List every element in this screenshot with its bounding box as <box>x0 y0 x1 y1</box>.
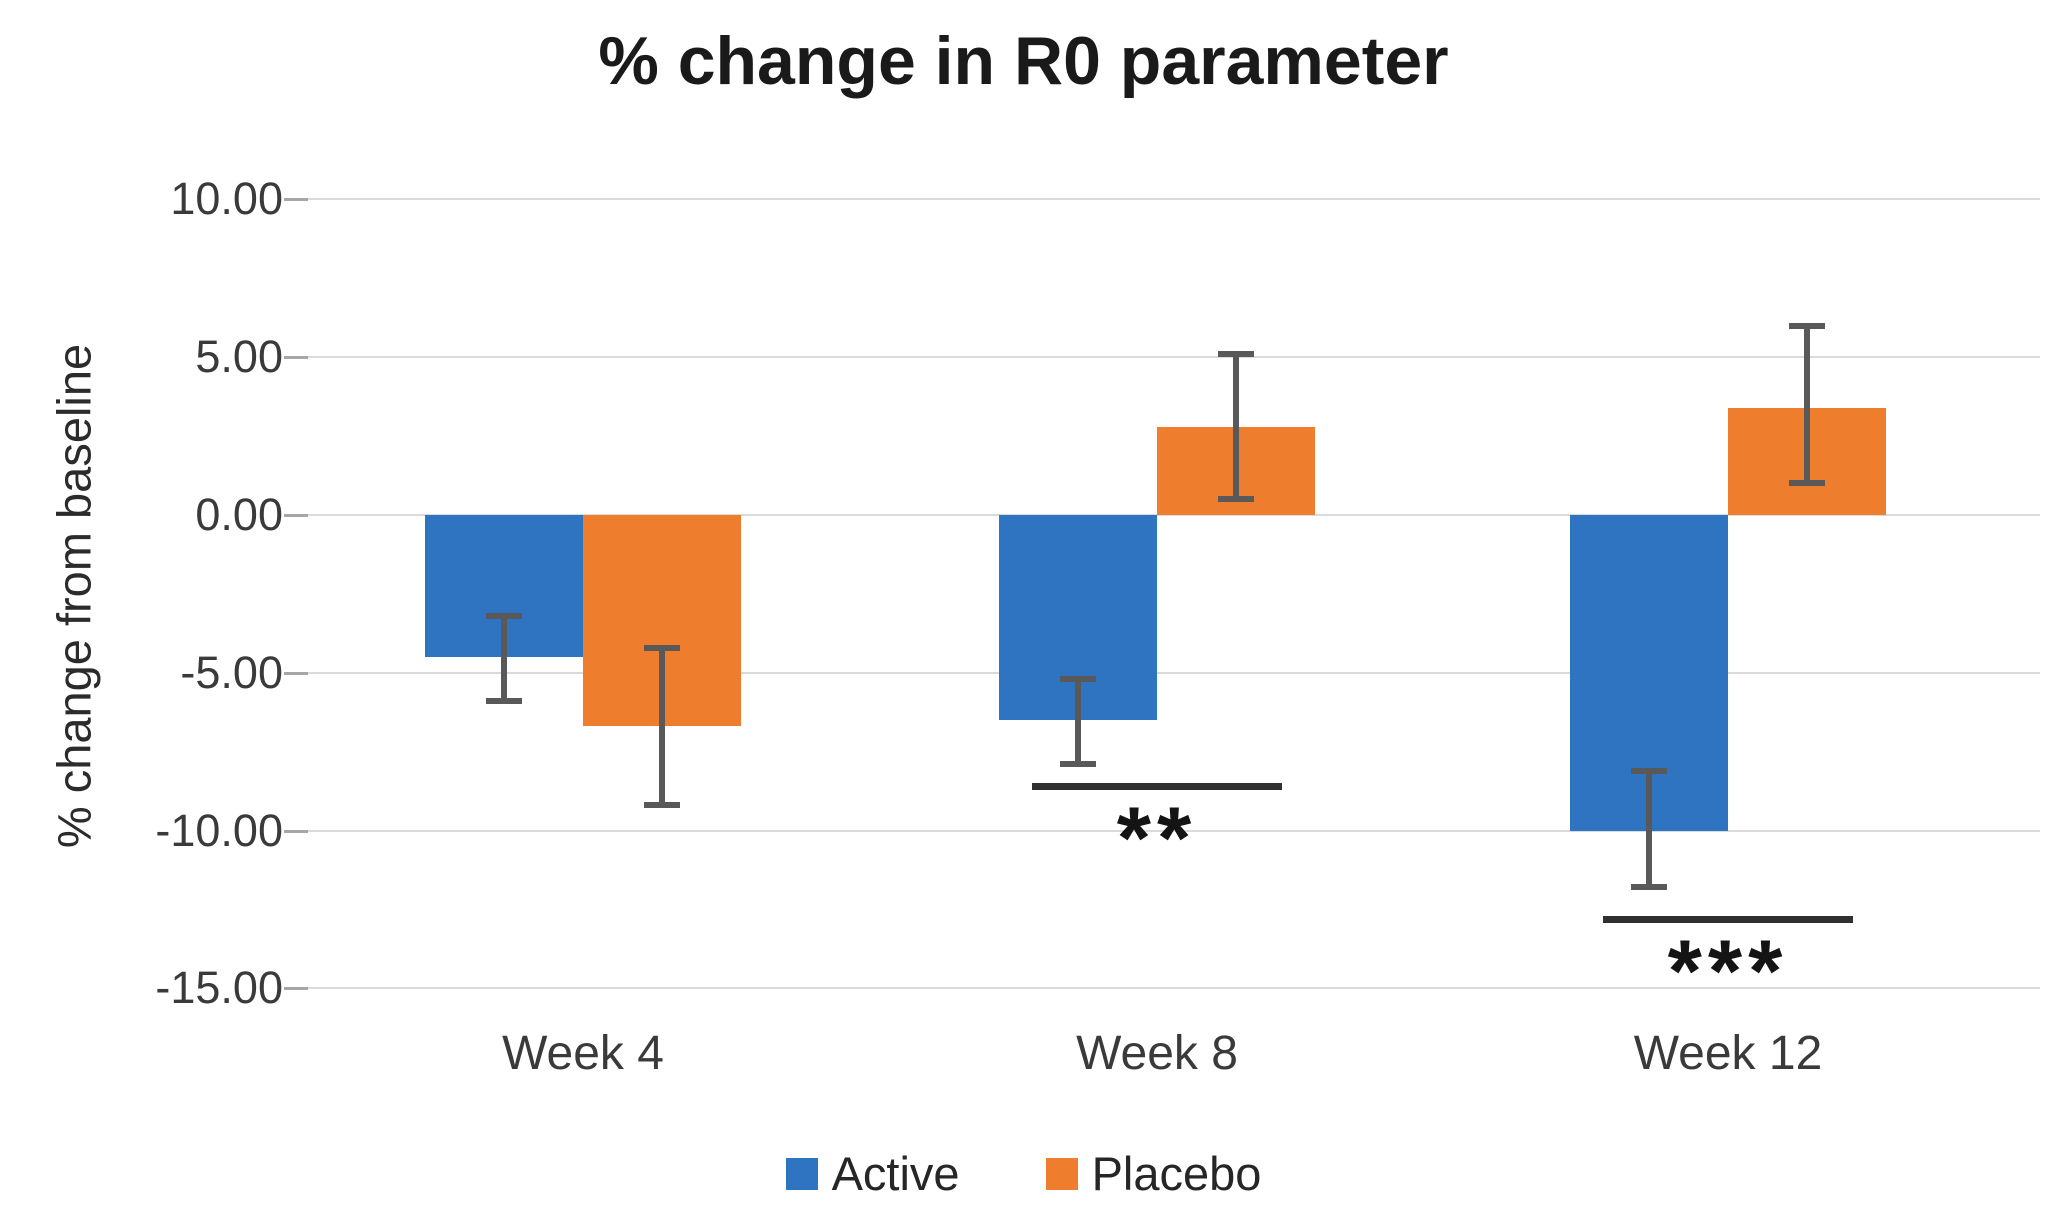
legend-label-placebo: Placebo <box>1091 1147 1262 1200</box>
error-bar <box>1804 325 1810 484</box>
y-tick-label: 10.00 <box>170 173 283 225</box>
legend-item-placebo: Placebo <box>1045 1146 1262 1201</box>
error-bar <box>1646 770 1652 888</box>
axis-tick <box>284 671 308 675</box>
gridline <box>308 671 2040 674</box>
gridline <box>308 356 2040 359</box>
significance-label: ** <box>1116 788 1198 888</box>
y-tick-label: -5.00 <box>180 646 283 698</box>
error-bar <box>1233 354 1239 500</box>
x-axis-label: Week 12 <box>1633 1027 1823 1080</box>
gridline <box>308 829 2040 832</box>
significance-label: *** <box>1667 920 1789 1020</box>
gridline <box>308 514 2040 516</box>
y-tick-label: -15.00 <box>155 962 283 1014</box>
chart-title: % change in R0 parameter <box>598 23 1449 99</box>
legend: Active Placebo <box>0 1146 2047 1201</box>
axis-tick <box>284 987 308 991</box>
error-bar-cap-top <box>1218 351 1254 358</box>
error-bar <box>659 647 665 806</box>
axis-tick <box>284 829 308 833</box>
legend-item-active: Active <box>785 1146 960 1201</box>
y-tick-label: 0.00 <box>195 489 283 540</box>
significance-line <box>1603 915 1853 923</box>
error-bar-cap-bottom <box>644 802 680 809</box>
legend-label-active: Active <box>831 1147 960 1200</box>
legend-swatch-active <box>785 1157 818 1190</box>
y-tick-label: 5.00 <box>195 331 283 383</box>
axis-tick <box>284 356 308 360</box>
legend-swatch-placebo <box>1045 1157 1078 1190</box>
error-bar-cap-bottom <box>1631 884 1667 891</box>
gridline <box>308 987 2040 990</box>
x-axis-label: Week 4 <box>502 1027 664 1080</box>
error-bar-cap-top <box>1060 676 1096 683</box>
x-axis-label: Week 8 <box>1076 1027 1238 1080</box>
gridline <box>308 198 2040 201</box>
axis-tick <box>284 198 308 202</box>
error-bar-cap-bottom <box>1060 761 1096 768</box>
error-bar <box>501 615 507 702</box>
error-bar-cap-bottom <box>1789 480 1825 487</box>
error-bar-cap-top <box>1631 767 1667 774</box>
axis-tick <box>284 514 308 517</box>
significance-line <box>1032 783 1282 791</box>
error-bar <box>1075 679 1081 765</box>
y-tick-label: -10.00 <box>155 804 283 856</box>
error-bar-cap-bottom <box>486 698 522 705</box>
error-bar-cap-top <box>486 612 522 619</box>
error-bar-cap-bottom <box>1218 496 1254 503</box>
error-bar-cap-top <box>644 644 680 651</box>
error-bar-cap-top <box>1789 322 1825 329</box>
